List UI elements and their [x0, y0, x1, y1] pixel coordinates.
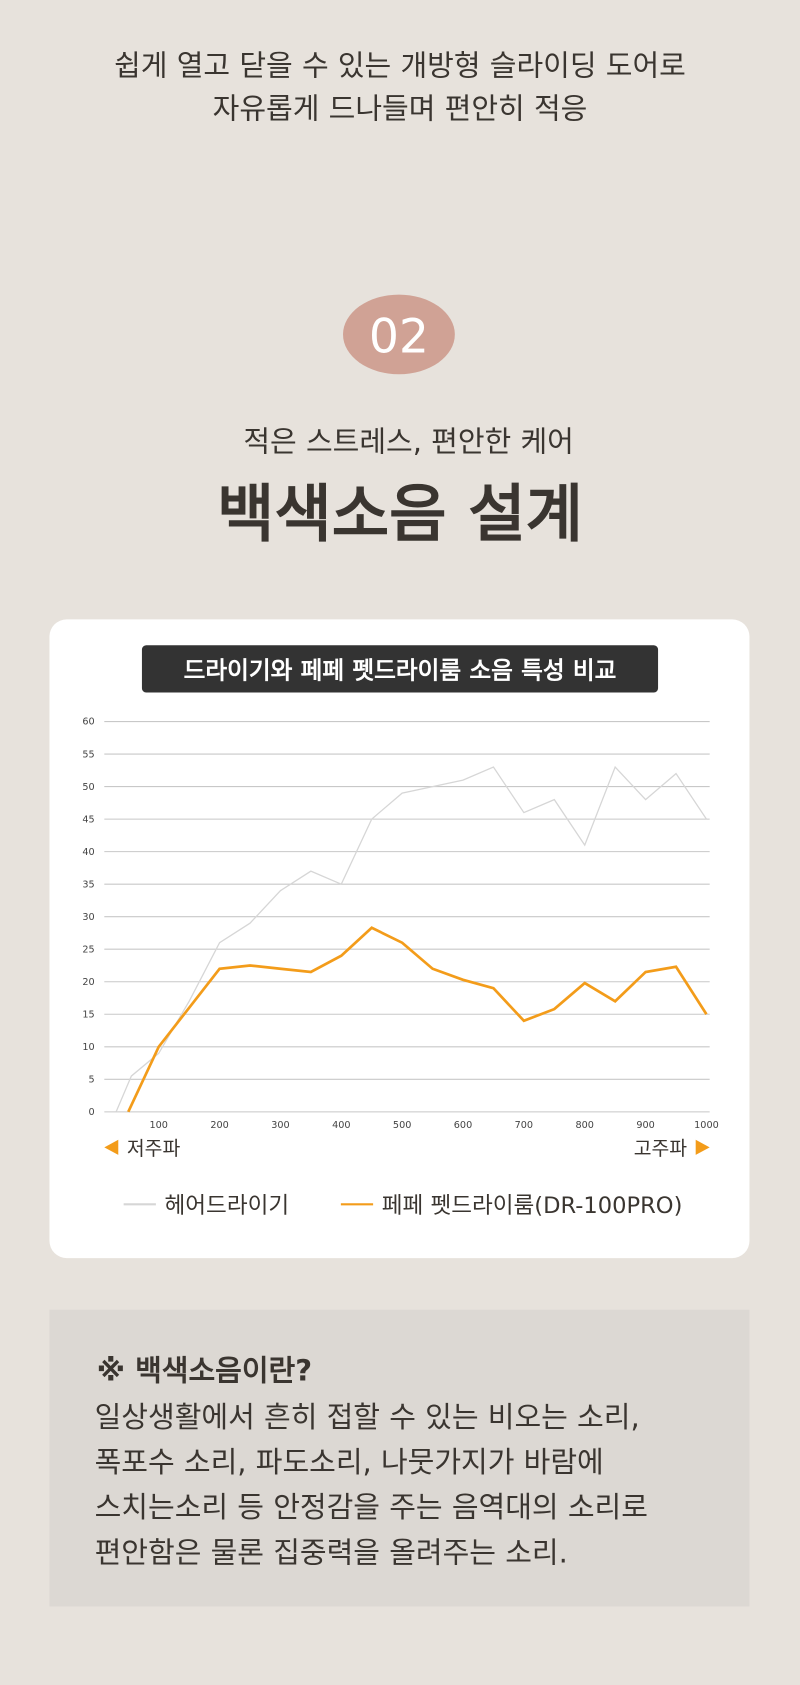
info-line: 편안함은 물론 집중력을 올려주는 소리.: [95, 1535, 568, 1569]
y-tick-label: 10: [82, 1042, 94, 1053]
intro-line: 쉽게 열고 닫을 수 있는 개방형 슬라이딩 도어로: [114, 48, 686, 82]
heading: 백색소음 설계: [217, 478, 583, 551]
info-line: 스치는소리 등 안정감을 주는 음역대의 소리로: [95, 1490, 648, 1524]
arrow-right: [695, 1139, 710, 1155]
x-tick-label: 100: [149, 1120, 167, 1131]
intro-line: 자유롭게 드나들며 편안히 적응: [213, 91, 588, 125]
info-title: ※ 백색소음이란?: [97, 1354, 312, 1388]
chart-card: [49, 619, 750, 1259]
info-line: 일상생활에서 흔히 접할 수 있는 비오는 소리,: [95, 1400, 640, 1434]
y-tick-label: 25: [82, 944, 94, 955]
x-tick-label: 700: [515, 1120, 533, 1131]
x-tick-label: 200: [210, 1120, 228, 1131]
y-tick-label: 15: [82, 1010, 94, 1021]
info-box: [49, 1309, 750, 1607]
subtitle: 적은 스트레스, 편안한 케어: [243, 425, 574, 459]
x-tick-label: 1000: [694, 1120, 719, 1131]
y-tick-label: 45: [82, 814, 94, 825]
x-tick-label: 300: [271, 1120, 289, 1131]
x-tick-label: 900: [636, 1120, 654, 1131]
chart-title: 드라이기와 페페 펫드라이룸 소음 특성 비교: [184, 657, 617, 685]
y-tick-label: 40: [82, 847, 94, 858]
y-tick-label: 5: [88, 1075, 94, 1086]
info-lines: 일상생활에서 흔히 접할 수 있는 비오는 소리, 폭포수 소리, 파도소리, 나…: [95, 1400, 648, 1569]
y-tick-label: 50: [82, 782, 94, 793]
badge: [343, 294, 455, 375]
x-tick-label: 500: [393, 1120, 411, 1131]
x-tick-label: 600: [454, 1120, 472, 1131]
info-line: 폭포수 소리, 파도소리, 나뭇가지가 바람에: [95, 1445, 604, 1479]
series-line: [115, 765, 707, 1113]
legend-label: 헤어드라이기: [165, 1193, 290, 1219]
chart-title-bg: [141, 645, 659, 693]
annotation: 고주파: [634, 1137, 688, 1160]
y-tick-label: 20: [82, 977, 94, 988]
chart: 0 5 10 15 20 25 30 35 40 45 50 55 60 100 200 300 400 500 6…: [82, 717, 718, 1219]
y-tick-label: 35: [82, 879, 94, 890]
x-tick-label: 800: [576, 1120, 594, 1131]
legend-label: 페페 펫드라이룸(DR-100PRO): [382, 1193, 683, 1219]
x-tick-label: 400: [332, 1120, 350, 1131]
y-tick-label: 55: [82, 749, 94, 760]
annotation: 저주파: [127, 1137, 181, 1160]
y-tick-label: 60: [82, 717, 94, 728]
y-tick-label: 0: [88, 1107, 94, 1118]
badge-text: 02: [369, 310, 429, 365]
y-tick-label: 30: [82, 912, 94, 923]
series-line: [127, 926, 708, 1113]
arrow-left: [104, 1139, 119, 1155]
